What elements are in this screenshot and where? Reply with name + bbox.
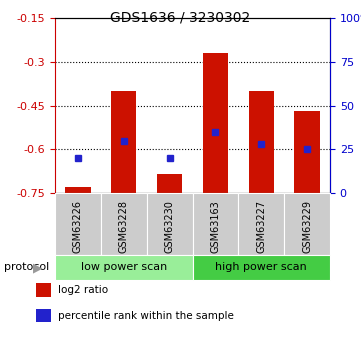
Text: log2 ratio: log2 ratio	[58, 285, 108, 295]
Text: GDS1636 / 3230302: GDS1636 / 3230302	[110, 10, 251, 24]
Text: GSM63228: GSM63228	[119, 200, 129, 253]
Text: protocol: protocol	[4, 263, 49, 273]
Text: GSM63163: GSM63163	[210, 200, 221, 253]
Text: high power scan: high power scan	[216, 263, 307, 273]
Bar	[65, 187, 91, 193]
Text: low power scan: low power scan	[81, 263, 167, 273]
Text: ▶: ▶	[33, 261, 43, 274]
Bar	[295, 111, 320, 193]
Text: GSM63229: GSM63229	[302, 200, 312, 253]
Text: GSM63227: GSM63227	[256, 200, 266, 253]
Text: GSM63226: GSM63226	[73, 200, 83, 253]
Bar	[111, 91, 136, 193]
Bar	[203, 53, 228, 193]
Text: GSM63230: GSM63230	[165, 200, 175, 253]
Text: percentile rank within the sample: percentile rank within the sample	[58, 311, 234, 321]
Bar	[249, 91, 274, 193]
Bar	[157, 174, 182, 193]
